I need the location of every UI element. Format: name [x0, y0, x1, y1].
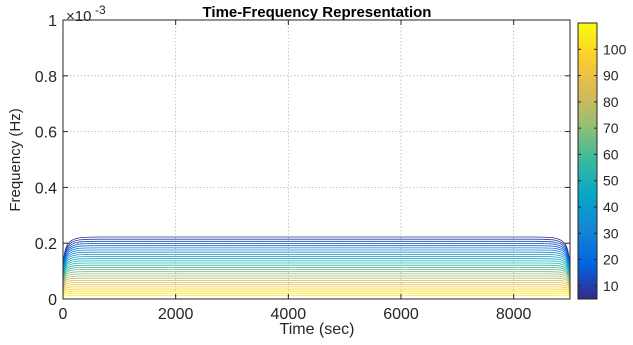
colorbar-tick-label: 10 — [603, 278, 619, 294]
x-tick-label: 0 — [59, 306, 68, 323]
y-axis-label: Frequency (Hz) — [7, 108, 24, 211]
y-tick-label: 0.4 — [35, 180, 57, 197]
contour-line — [62, 284, 571, 298]
y-tick-label: 0.2 — [35, 236, 57, 253]
x-tick-label: 2000 — [158, 306, 194, 323]
y-tick-label: 0.6 — [35, 125, 57, 142]
colorbar-ticks: 10 20 30 40 50 60 70 80 90 100 — [578, 41, 627, 294]
y-exponent-base: ×10 — [66, 8, 91, 25]
contour-lines — [62, 236, 571, 299]
plot-area — [63, 20, 570, 299]
colorbar — [577, 22, 598, 300]
y-tick-label: 0 — [48, 292, 57, 309]
contour-line — [62, 290, 571, 299]
y-tick-label: 0.8 — [35, 69, 57, 86]
colorbar-tick-label: 50 — [603, 173, 619, 189]
y-tick-label: 1 — [48, 13, 57, 30]
y-exponent-power: -3 — [95, 3, 106, 17]
contour-line — [62, 286, 571, 299]
colorbar-tick-label: 70 — [603, 120, 619, 136]
colorbar-tick-label: 30 — [603, 225, 619, 241]
contour-line — [62, 288, 571, 299]
chart-title: Time-Frequency Representation — [203, 4, 432, 21]
colorbar-tick-label: 20 — [603, 252, 619, 268]
colorbar-tick-label: 100 — [603, 41, 627, 57]
x-tick-label: 4000 — [271, 306, 307, 323]
colorbar-tick-label: 80 — [603, 94, 619, 110]
x-axis-ticks: 0 2000 4000 6000 8000 — [59, 20, 532, 323]
x-axis-label: Time (sec) — [280, 321, 355, 338]
colorbar-tick-label: 60 — [603, 146, 619, 162]
contour-line — [62, 292, 571, 299]
colorbar-tick-label: 40 — [603, 199, 619, 215]
y-axis-ticks: 0 0.2 0.4 0.6 0.8 1 — [35, 13, 570, 309]
contour-line — [62, 282, 571, 298]
x-tick-label: 8000 — [496, 306, 532, 323]
colorbar-tick-label: 90 — [603, 68, 619, 84]
x-tick-label: 6000 — [383, 306, 419, 323]
plot-frame — [62, 19, 571, 300]
contour-line — [62, 295, 571, 299]
